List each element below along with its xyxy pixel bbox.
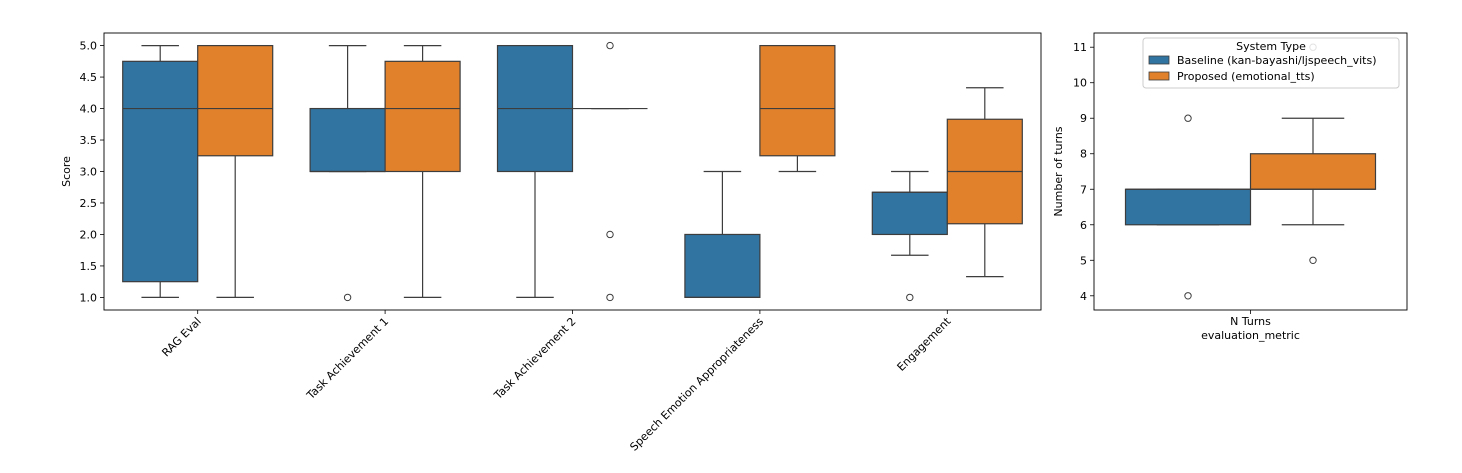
- legend-swatch-proposed: [1148, 71, 1170, 81]
- box-group: [309, 44, 386, 302]
- box-group: [572, 41, 648, 302]
- y-tick-label: 8: [1080, 148, 1087, 161]
- box-group: [871, 170, 948, 302]
- box: [197, 44, 274, 157]
- outlier-point: [606, 293, 614, 302]
- legend-title: System Type: [1236, 40, 1306, 53]
- turns-boxplot-panel: 4 5 6 7 8 9 10 11 Number of turns N Turnsevaluati…: [1052, 32, 1408, 342]
- outlier-point: [1309, 256, 1317, 264]
- y-tick-label: 4.0: [80, 103, 98, 116]
- box: [1124, 188, 1252, 226]
- box-group: [684, 170, 761, 299]
- y-axis-label: Number of turns: [1052, 126, 1065, 216]
- x-tick-label: Task Achievement 1: [304, 315, 392, 403]
- box-group: [1124, 114, 1252, 300]
- x-tick-label: N Turns: [1230, 315, 1271, 328]
- box-group: [1249, 43, 1377, 264]
- outlier-point: [606, 41, 614, 50]
- box: [122, 60, 199, 283]
- box: [309, 107, 386, 173]
- legend: System Type Baseline (kan-bayashi/ljspee…: [1142, 37, 1400, 89]
- y-tick-label: 1.0: [80, 291, 98, 304]
- box: [684, 233, 761, 299]
- x-axis-label: evaluation_metric: [1201, 329, 1300, 342]
- legend-swatch-baseline: [1148, 55, 1170, 65]
- y-tick-label: 11: [1073, 41, 1087, 54]
- y-tick-label: 3.5: [80, 134, 98, 147]
- score-boxplot-panel: 1.0 1.5 2.0 2.5 3.0 3.5 4.0 4.5 5.0 Score RAG Eval…: [60, 32, 1042, 454]
- box-group: [122, 44, 199, 299]
- box-group: [496, 44, 574, 299]
- outlier-point: [606, 230, 614, 239]
- box-group: [384, 44, 461, 299]
- y-tick-label: 6: [1080, 219, 1087, 232]
- x-tick-label: Task Achievement 2: [491, 315, 579, 403]
- y-tick-label: 2.0: [80, 228, 98, 241]
- y-tick-label: 7: [1080, 183, 1087, 196]
- y-tick-label: 2.5: [80, 197, 98, 210]
- box-group: [759, 44, 836, 173]
- box-group: [946, 87, 1023, 278]
- x-tick-label: Speech Emotion Appropriateness: [627, 315, 766, 454]
- box: [871, 191, 948, 236]
- box-group: [197, 44, 274, 299]
- x-tick-label: Engagement: [895, 314, 954, 373]
- outlier-point: [343, 293, 352, 302]
- box: [384, 60, 461, 173]
- outlier-point: [906, 293, 914, 302]
- legend-label-baseline: Baseline (kan-bayashi/ljspeech_vits): [1177, 54, 1377, 67]
- box: [759, 44, 836, 157]
- outlier-point: [1184, 292, 1192, 300]
- y-tick-label: 9: [1080, 112, 1087, 125]
- y-tick-label: 5.0: [80, 40, 98, 53]
- box: [1249, 153, 1377, 190]
- x-tick-label: RAG Eval: [159, 315, 203, 359]
- y-axis-label: Score: [60, 156, 73, 187]
- y-tick-label: 10: [1073, 77, 1087, 90]
- y-tick-label: 4.5: [80, 71, 98, 84]
- legend-frame: [1142, 37, 1400, 89]
- legend-label-proposed: Proposed (emotional_tts): [1177, 70, 1315, 83]
- y-tick-label: 5: [1080, 254, 1087, 267]
- y-tick-label: 4: [1080, 290, 1087, 303]
- y-tick-label: 1.5: [80, 260, 98, 273]
- y-tick-label: 3.0: [80, 166, 98, 179]
- outlier-point: [1184, 114, 1192, 122]
